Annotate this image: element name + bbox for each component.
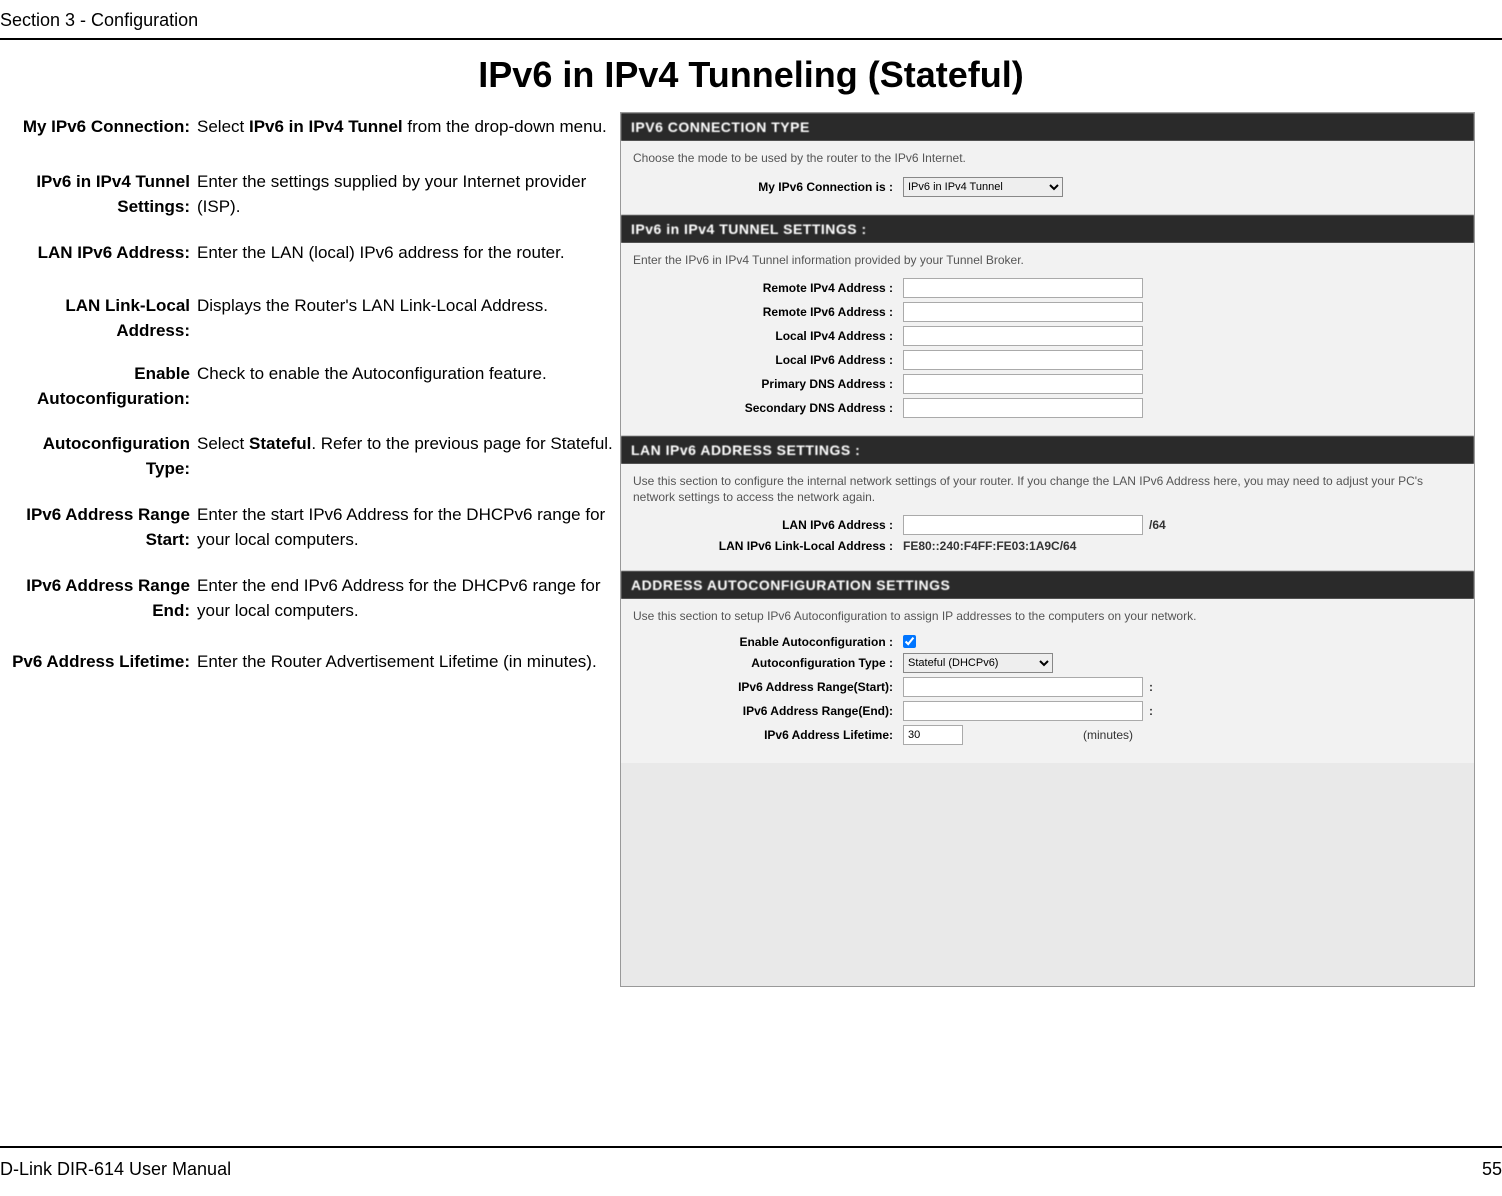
tunnel-field-row: Remote IPv4 Address : xyxy=(633,278,1462,298)
definition-label: IPv6 Address Range End: xyxy=(0,574,190,623)
definition-label: IPv6 in IPv4 Tunnel Settings: xyxy=(0,170,190,219)
tunnel-field-input[interactable] xyxy=(903,302,1143,322)
auto-end-sep: : xyxy=(1149,704,1153,718)
conn-label: My IPv6 Connection is : xyxy=(633,180,893,194)
definition-desc: Enter the start IPv6 Address for the DHC… xyxy=(197,503,617,552)
definition-desc: Enter the end IPv6 Address for the DHCPv… xyxy=(197,574,617,623)
definition-label: LAN IPv6 Address: xyxy=(0,241,190,266)
lan-addr-label: LAN IPv6 Address : xyxy=(633,518,893,532)
definition-desc: Enter the settings supplied by your Inte… xyxy=(197,170,617,219)
section-header: Section 3 - Configuration xyxy=(0,10,198,31)
footer-manual: D-Link DIR-614 User Manual xyxy=(0,1159,231,1180)
panel-lan-header: LAN IPv6 ADDRESS SETTINGS : xyxy=(621,436,1474,464)
tunnel-field-row: Local IPv4 Address : xyxy=(633,326,1462,346)
tunnel-field-row: Remote IPv6 Address : xyxy=(633,302,1462,322)
panel-auto-desc: Use this section to setup IPv6 Autoconfi… xyxy=(633,609,1462,625)
auto-type-select[interactable]: Stateful (DHCPv6) xyxy=(903,653,1053,673)
panel-conn-body: Choose the mode to be used by the router… xyxy=(621,141,1474,215)
panel-conn-header: IPV6 CONNECTION TYPE xyxy=(621,113,1474,141)
page-title: IPv6 in IPv4 Tunneling (Stateful) xyxy=(0,54,1502,96)
router-ui-screenshot: IPV6 CONNECTION TYPE Choose the mode to … xyxy=(620,112,1475,987)
tunnel-field-label: Remote IPv6 Address : xyxy=(633,305,893,319)
tunnel-field-input[interactable] xyxy=(903,374,1143,394)
definition-desc: Check to enable the Autoconfiguration fe… xyxy=(197,362,617,387)
footer-rule xyxy=(0,1146,1502,1148)
tunnel-field-label: Remote IPv4 Address : xyxy=(633,281,893,295)
panel-tunnel-body: Enter the IPv6 in IPv4 Tunnel informatio… xyxy=(621,243,1474,437)
tunnel-field-row: Secondary DNS Address : xyxy=(633,398,1462,418)
footer-page: 55 xyxy=(1482,1159,1502,1180)
definition-label: Pv6 Address Lifetime: xyxy=(0,650,190,675)
lan-linklocal-label: LAN IPv6 Link-Local Address : xyxy=(633,539,893,553)
panel-lan-body: Use this section to configure the intern… xyxy=(621,464,1474,571)
definition-label: Autoconfiguration Type: xyxy=(0,432,190,481)
auto-start-sep: : xyxy=(1149,680,1153,694)
auto-end-label: IPv6 Address Range(End): xyxy=(633,704,893,718)
definition-label: LAN Link-Local Address: xyxy=(0,294,190,343)
tunnel-field-row: Local IPv6 Address : xyxy=(633,350,1462,370)
auto-enable-checkbox[interactable] xyxy=(903,635,916,648)
tunnel-field-label: Local IPv4 Address : xyxy=(633,329,893,343)
header-rule xyxy=(0,38,1502,40)
auto-type-label: Autoconfiguration Type : xyxy=(633,656,893,670)
auto-enable-label: Enable Autoconfiguration : xyxy=(633,635,893,649)
tunnel-field-label: Primary DNS Address : xyxy=(633,377,893,391)
tunnel-field-label: Local IPv6 Address : xyxy=(633,353,893,367)
panel-auto-body: Use this section to setup IPv6 Autoconfi… xyxy=(621,599,1474,763)
auto-start-input[interactable] xyxy=(903,677,1143,697)
lan-addr-input[interactable] xyxy=(903,515,1143,535)
definition-desc: Select IPv6 in IPv4 Tunnel from the drop… xyxy=(197,115,617,140)
tunnel-field-input[interactable] xyxy=(903,350,1143,370)
panel-lan-desc: Use this section to configure the intern… xyxy=(633,474,1462,505)
definition-label: My IPv6 Connection: xyxy=(0,115,190,140)
definition-label: IPv6 Address Range Start: xyxy=(0,503,190,552)
tunnel-field-label: Secondary DNS Address : xyxy=(633,401,893,415)
tunnel-field-input[interactable] xyxy=(903,326,1143,346)
tunnel-field-row: Primary DNS Address : xyxy=(633,374,1462,394)
conn-select[interactable]: IPv6 in IPv4 Tunnel xyxy=(903,177,1063,197)
panel-tunnel-header: IPv6 in IPv4 TUNNEL SETTINGS : xyxy=(621,215,1474,243)
auto-end-input[interactable] xyxy=(903,701,1143,721)
panel-auto-header: ADDRESS AUTOCONFIGURATION SETTINGS xyxy=(621,571,1474,599)
tunnel-field-input[interactable] xyxy=(903,278,1143,298)
auto-start-label: IPv6 Address Range(Start): xyxy=(633,680,893,694)
auto-life-input[interactable] xyxy=(903,725,963,745)
panel-tunnel-desc: Enter the IPv6 in IPv4 Tunnel informatio… xyxy=(633,253,1462,269)
auto-life-label: IPv6 Address Lifetime: xyxy=(633,728,893,742)
definition-desc: Select Stateful. Refer to the previous p… xyxy=(197,432,617,457)
definition-desc: Enter the Router Advertisement Lifetime … xyxy=(197,650,617,675)
definition-label: Enable Autoconfiguration: xyxy=(0,362,190,411)
auto-life-unit: (minutes) xyxy=(1083,728,1133,742)
panel-conn-desc: Choose the mode to be used by the router… xyxy=(633,151,1462,167)
definition-desc: Enter the LAN (local) IPv6 address for t… xyxy=(197,241,617,266)
definition-desc: Displays the Router's LAN Link-Local Add… xyxy=(197,294,617,319)
lan-addr-suffix: /64 xyxy=(1149,518,1166,532)
tunnel-field-input[interactable] xyxy=(903,398,1143,418)
lan-linklocal-value: FE80::240:F4FF:FE03:1A9C/64 xyxy=(903,539,1076,553)
